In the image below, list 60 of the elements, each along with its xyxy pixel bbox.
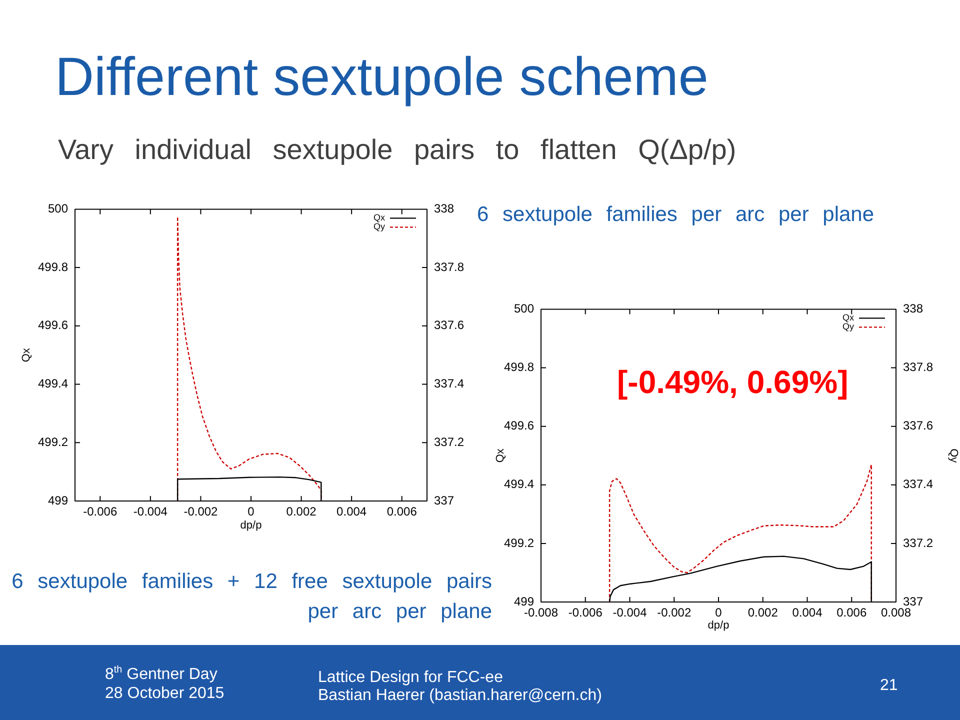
x-tick-label: 0.004 <box>336 504 367 519</box>
y-tick-label: 499 <box>48 493 68 508</box>
y-tick-label: 499.2 <box>504 536 534 550</box>
x-tick-label: 0.004 <box>792 606 823 620</box>
y-tick-label: 499.4 <box>504 477 534 492</box>
x-tick-label: 0.006 <box>386 504 418 519</box>
chart-subtitle: Vary individual sextupole pairs to flatten Q(Δp/p) <box>58 134 736 165</box>
y-tick-label: 500 <box>514 302 534 316</box>
y2-tick-label: 337.8 <box>434 260 464 274</box>
x-tick-label: -0.008 <box>524 606 558 620</box>
y-axis-title: Qx <box>20 348 33 362</box>
y-tick-label: 499 <box>514 594 534 608</box>
y-tick-label: 499.8 <box>38 260 68 274</box>
text: 21 <box>880 677 898 694</box>
text: 6 sextupole families + 12 free sextupole pairs per arc per plane <box>10 569 492 625</box>
text: 6 sextupole families per arc per plane <box>477 203 874 226</box>
x-axis-title: dp/p <box>708 619 730 632</box>
x-tick-label: 0.008 <box>880 606 912 620</box>
x-tick-label: 0.002 <box>748 606 778 620</box>
legend-label: Qx <box>373 212 386 223</box>
x-tick-label: 0 <box>248 504 255 519</box>
x-tick-label: -0.006 <box>83 504 118 519</box>
y-tick-label: 499.6 <box>504 418 534 433</box>
legend-label: Qx <box>842 312 854 323</box>
y2-tick-label: 337.6 <box>903 418 934 433</box>
y2-tick-label: 337.2 <box>434 434 464 449</box>
text: Bastian Haerer (bastian.harer@cern.ch) <box>318 687 602 704</box>
y-tick-label: 499.4 <box>38 376 68 391</box>
y2-tick-label: 337 <box>434 493 454 508</box>
y-axis-title: Qx <box>494 448 507 463</box>
annotation: [-0.49%, 0.69%] <box>617 364 848 400</box>
y-tick-label: 499.2 <box>38 434 68 449</box>
y2-tick-label: 337.6 <box>434 318 464 332</box>
y2-tick-label: 337 <box>903 594 924 608</box>
text: 8$^{th}$ Gentner Day <box>105 664 218 683</box>
y2-tick-label: 337.2 <box>903 536 934 550</box>
text: 28 October 2015 <box>105 685 224 702</box>
text: Lattice Design for FCC-ee <box>318 669 503 686</box>
y-tick-label: 500 <box>48 202 68 216</box>
y2-tick-label: 338 <box>434 202 454 216</box>
x-tick-label: -0.004 <box>133 504 168 519</box>
x-tick-label: -0.002 <box>184 504 218 519</box>
x-tick-label: -0.006 <box>568 606 603 620</box>
x-tick-label: 0.002 <box>286 504 317 519</box>
x-tick-label: -0.004 <box>612 606 648 620</box>
y2-tick-label: 337.4 <box>434 376 464 391</box>
y-tick-label: 499.6 <box>38 318 68 332</box>
y2-tick-label: 338 <box>903 302 924 316</box>
x-tick-label: 0 <box>715 606 722 620</box>
x-axis-title: dp/p <box>240 519 262 532</box>
chart-title: Different sextupole scheme <box>55 47 708 107</box>
legend-label: Qy <box>842 322 854 332</box>
line-series <box>608 464 872 602</box>
y2-tick-label: 337.4 <box>903 477 934 492</box>
y2-tick-label: 337.8 <box>903 360 934 374</box>
y-tick-label: 499.8 <box>504 360 534 374</box>
legend-label: Qy <box>373 222 386 232</box>
x-tick-label: 0.006 <box>836 606 867 620</box>
y2-axis-title: Qy <box>947 448 960 464</box>
x-tick-label: -0.002 <box>657 606 692 620</box>
